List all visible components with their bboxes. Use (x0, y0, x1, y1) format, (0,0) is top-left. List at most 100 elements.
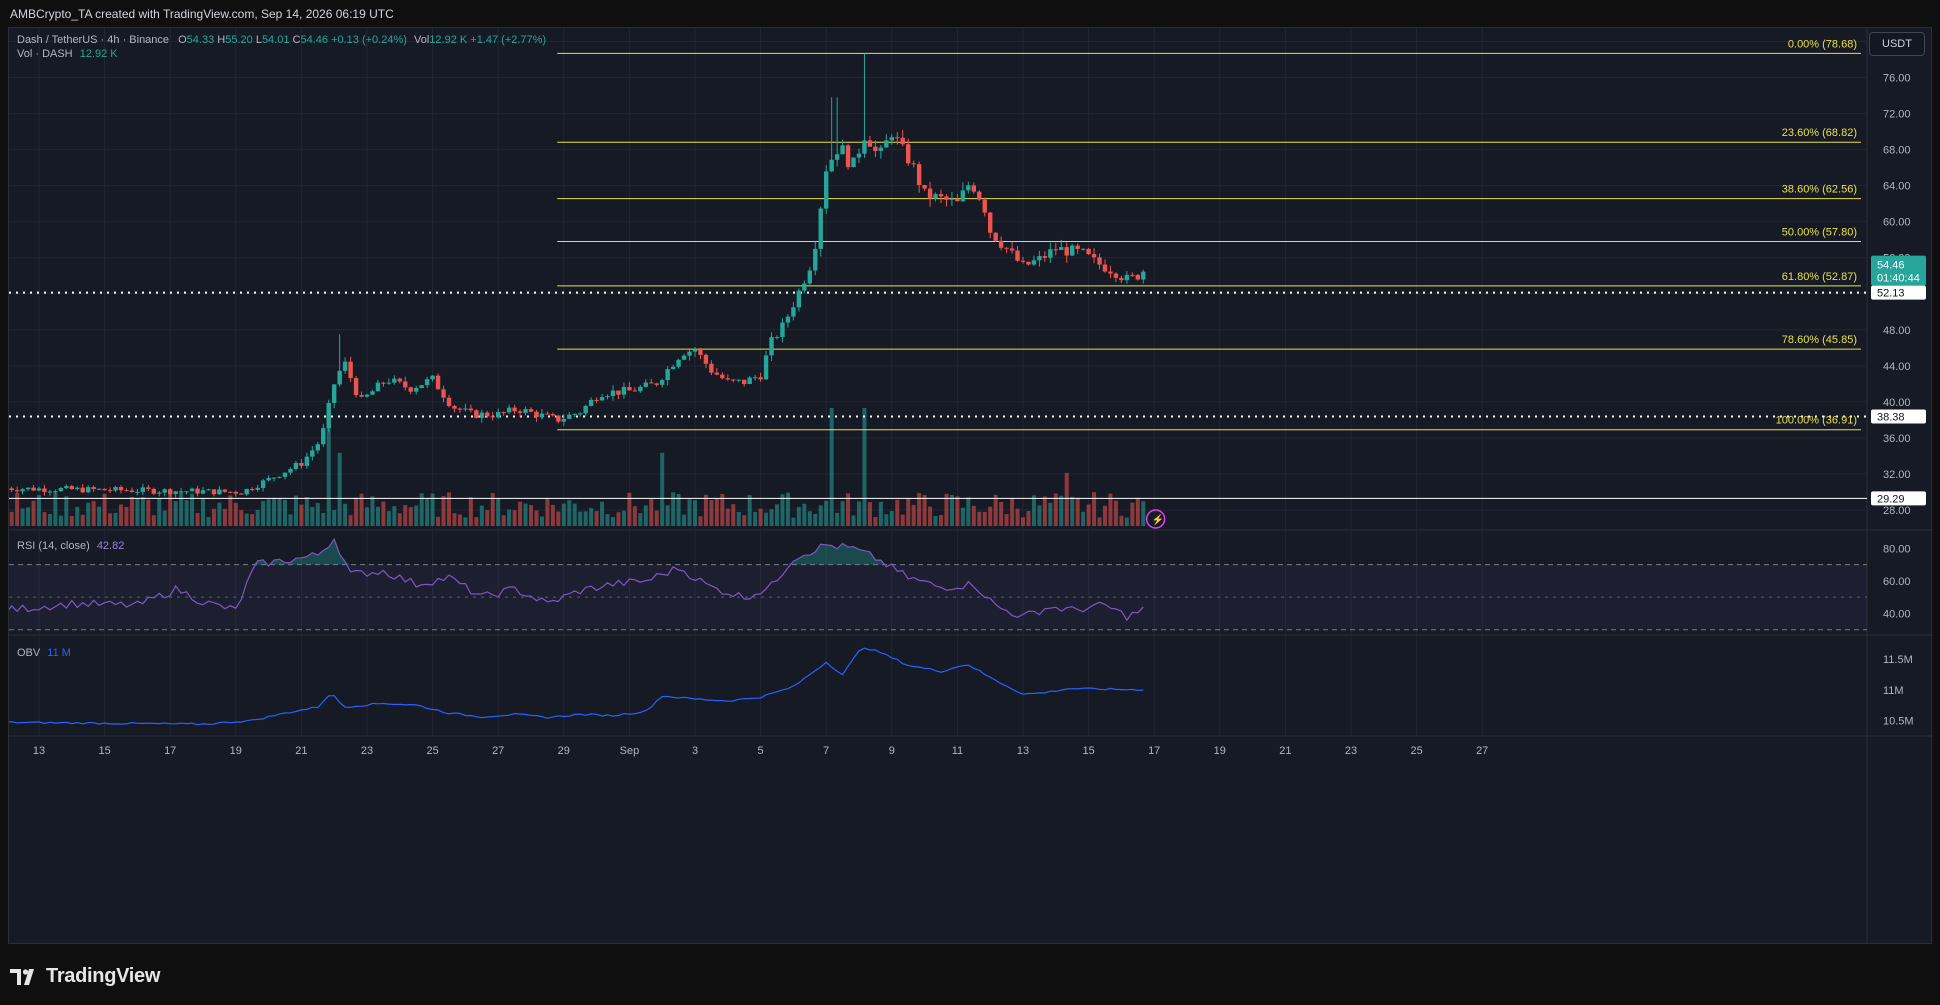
candle-body[interactable] (474, 410, 479, 418)
candle-body[interactable] (233, 491, 238, 494)
candle-body[interactable] (75, 487, 80, 490)
candle-body[interactable] (496, 412, 501, 418)
candle-body[interactable] (517, 411, 523, 413)
candle-body[interactable] (523, 409, 528, 413)
candle-body[interactable] (288, 468, 293, 473)
candle-body[interactable] (971, 185, 976, 192)
candle-body[interactable] (485, 412, 490, 417)
candle-body[interactable] (20, 489, 25, 492)
candle-body[interactable] (435, 375, 441, 390)
candle-body[interactable] (1113, 273, 1119, 278)
candle-body[interactable] (884, 140, 889, 148)
candle-body[interactable] (1130, 274, 1135, 276)
candle-body[interactable] (938, 194, 944, 197)
candle-body[interactable] (802, 283, 807, 291)
candle-body[interactable] (1026, 261, 1031, 265)
candle-body[interactable] (780, 322, 785, 338)
candle-body[interactable] (599, 397, 605, 401)
candle-body[interactable] (616, 390, 621, 395)
candle-body[interactable] (14, 490, 20, 492)
candle-body[interactable] (293, 462, 299, 469)
chart-frame[interactable]: 13 15 17 19 21 23 25 27 29 Sep 3 5 7 9 11 13 15 17 19 21 23 2… (8, 27, 1933, 945)
candle-body[interactable] (867, 140, 873, 147)
candle-body[interactable] (260, 480, 266, 488)
candle-body[interactable] (151, 488, 156, 494)
candle-body[interactable] (1091, 254, 1097, 258)
candle-body[interactable] (91, 487, 96, 490)
candle-body[interactable] (332, 384, 337, 403)
candle-body[interactable] (665, 369, 670, 381)
candle-body[interactable] (1086, 248, 1091, 255)
candle-body[interactable] (408, 387, 413, 392)
candle-body[interactable] (774, 337, 780, 339)
candle-body[interactable] (506, 407, 512, 413)
candle-body[interactable] (217, 489, 222, 495)
rsi-line[interactable] (9, 537, 1144, 622)
candle-body[interactable] (922, 185, 927, 189)
candle-body[interactable] (900, 137, 905, 145)
candle-body[interactable] (960, 190, 966, 202)
candle-body[interactable] (944, 196, 949, 200)
candle-body[interactable] (840, 145, 845, 155)
candle-body[interactable] (512, 407, 517, 412)
candle-body[interactable] (895, 137, 900, 139)
candle-body[interactable] (173, 491, 178, 495)
candle-body[interactable] (807, 270, 812, 284)
candle-body[interactable] (736, 379, 741, 381)
candle-body[interactable] (610, 390, 616, 397)
candle-body[interactable] (424, 379, 430, 386)
candle-body[interactable] (758, 377, 763, 380)
candle-body[interactable] (446, 397, 452, 406)
rsi-label[interactable]: RSI (14, close) (17, 540, 90, 552)
candle-body[interactable] (725, 378, 730, 380)
candle-body[interactable] (211, 489, 217, 495)
candle-body[interactable] (955, 198, 960, 202)
candle-body[interactable] (709, 363, 714, 373)
candle-body[interactable] (457, 408, 463, 410)
candle-body[interactable] (102, 488, 107, 491)
candle-body[interactable] (277, 476, 282, 478)
candle-body[interactable] (785, 316, 791, 323)
candle-body[interactable] (375, 382, 381, 392)
candle-body[interactable] (239, 493, 244, 495)
volume-label[interactable]: Vol · DASH (17, 48, 73, 60)
candle-body[interactable] (763, 355, 769, 380)
candle-body[interactable] (578, 413, 583, 415)
candle-body[interactable] (911, 163, 916, 165)
candle-body[interactable] (572, 414, 577, 416)
candle-body[interactable] (381, 382, 386, 384)
alert-icon[interactable] (1145, 509, 1166, 529)
candle-body[interactable] (906, 144, 911, 164)
candle-body[interactable] (146, 487, 151, 489)
candle-body[interactable] (310, 450, 315, 457)
candle-body[interactable] (1037, 256, 1042, 261)
candle-body[interactable] (468, 408, 474, 411)
candle-body[interactable] (463, 408, 468, 410)
candle-body[interactable] (397, 378, 402, 382)
candle-body[interactable] (539, 413, 545, 418)
candle-body[interactable] (747, 377, 752, 385)
candle-body[interactable] (889, 137, 894, 141)
candle-body[interactable] (342, 361, 348, 371)
candle-body[interactable] (140, 487, 146, 492)
candle-body[interactable] (851, 157, 856, 168)
candle-body[interactable] (654, 383, 659, 385)
candle-body[interactable] (58, 488, 64, 492)
candle-body[interactable] (829, 159, 834, 172)
candle-body[interactable] (157, 492, 162, 494)
candle-body[interactable] (1135, 274, 1140, 280)
candle-body[interactable] (392, 378, 397, 383)
candle-body[interactable] (1080, 248, 1086, 250)
candle-body[interactable] (47, 491, 53, 493)
candle-body[interactable] (927, 188, 933, 199)
candle-body[interactable] (1048, 249, 1053, 258)
candle-body[interactable] (490, 416, 495, 418)
chart-canvas[interactable]: 13 15 17 19 21 23 25 27 29 Sep 3 5 7 9 11 13 15 17 19 21 23 2… (9, 28, 1933, 945)
candle-body[interactable] (649, 382, 654, 384)
candle-body[interactable] (168, 489, 173, 495)
candle-body[interactable] (556, 415, 561, 422)
candle-body[interactable] (933, 194, 938, 199)
candle-body[interactable] (1124, 274, 1130, 281)
candle-body[interactable] (627, 386, 632, 391)
candle-body[interactable] (873, 146, 878, 151)
